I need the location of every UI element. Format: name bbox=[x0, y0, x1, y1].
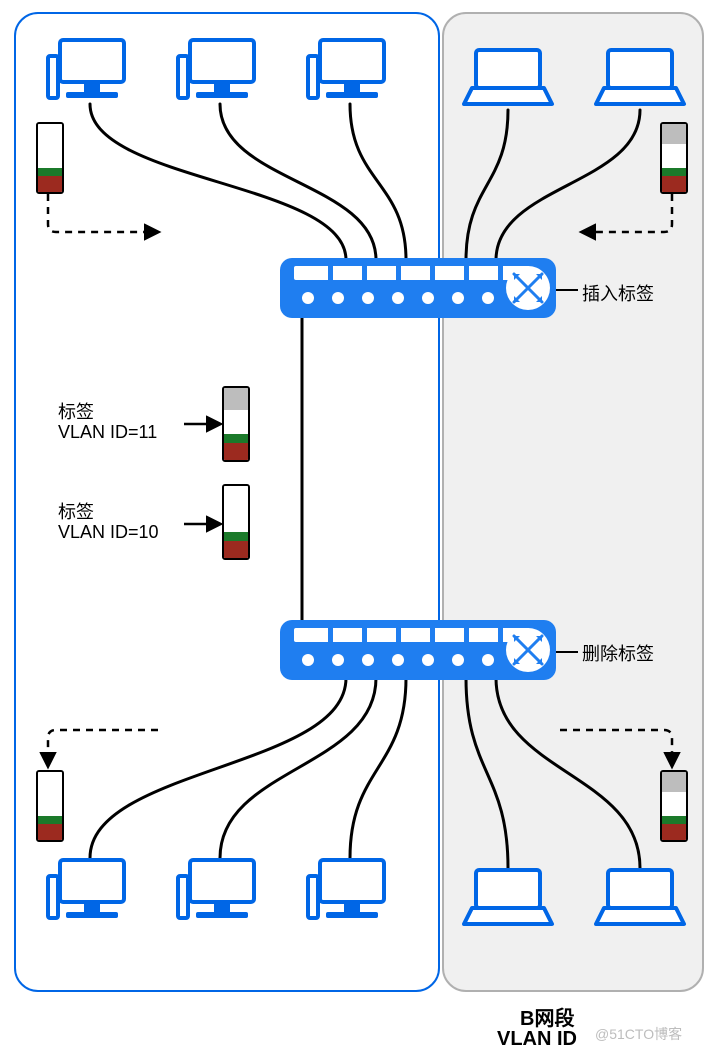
frame-bot_left bbox=[36, 770, 64, 842]
insert-tag-label: 插入标签 bbox=[582, 280, 654, 306]
vlan-bottom-label: VLAN ID bbox=[497, 1028, 577, 1051]
laptop-top-1 bbox=[596, 50, 684, 104]
frame-top_right bbox=[660, 122, 688, 194]
tag10-line2: VLAN ID=10 bbox=[58, 522, 159, 543]
remove-tag-label: 删除标签 bbox=[582, 640, 654, 666]
frame-mid_11 bbox=[222, 386, 250, 462]
desktop-bot-1 bbox=[178, 860, 254, 918]
tag11-line2: VLAN ID=11 bbox=[58, 422, 157, 443]
desktop-top-1 bbox=[178, 40, 254, 98]
laptop-top-0 bbox=[464, 50, 552, 104]
desktop-bot-2 bbox=[308, 860, 384, 918]
switch-bottom bbox=[280, 620, 556, 680]
diagram-canvas: 插入标签 删除标签 标签 VLAN ID=11 标签 VLAN ID=10 B网… bbox=[0, 0, 711, 1045]
frame-top_left bbox=[36, 122, 64, 194]
desktop-bot-0 bbox=[48, 860, 124, 918]
switch-top bbox=[280, 258, 556, 318]
b-segment-label: B网段 bbox=[520, 1002, 574, 1031]
laptop-bot-1 bbox=[596, 870, 684, 924]
tag10-line1: 标签 bbox=[58, 498, 94, 524]
frame-mid_10 bbox=[222, 484, 250, 560]
watermark: @51CTO博客 bbox=[595, 1024, 682, 1044]
desktop-top-0 bbox=[48, 40, 124, 98]
laptop-bot-0 bbox=[464, 870, 552, 924]
desktop-top-2 bbox=[308, 40, 384, 98]
frame-bot_right bbox=[660, 770, 688, 842]
tag11-line1: 标签 bbox=[58, 398, 94, 424]
